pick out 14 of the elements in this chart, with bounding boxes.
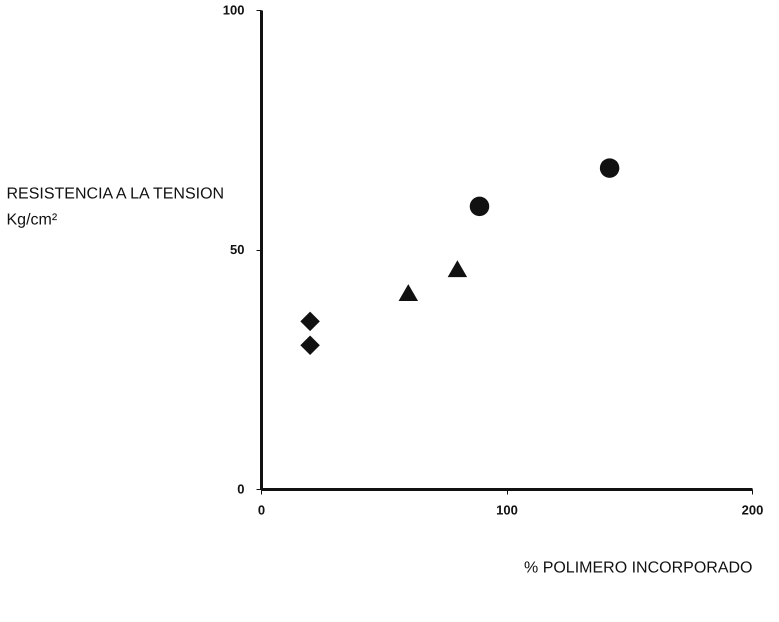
y-tick-label: 100 — [222, 2, 244, 18]
x-tick-label: 0 — [258, 502, 266, 518]
point — [300, 312, 320, 332]
x-tick-label: 200 — [742, 502, 764, 518]
x-tick-label: 100 — [496, 502, 518, 518]
point — [398, 284, 418, 302]
point — [600, 158, 620, 178]
point — [300, 336, 320, 356]
y-tick-label: 50 — [230, 242, 244, 257]
point — [448, 260, 468, 278]
y-tick-label: 0 — [237, 482, 244, 496]
y-axis-title: RESISTENCIA A LA TENSION Kg/cm² — [6, 186, 224, 228]
point — [470, 196, 490, 216]
x-axis-title: % POLIMERO INCORPORADO — [524, 560, 752, 576]
